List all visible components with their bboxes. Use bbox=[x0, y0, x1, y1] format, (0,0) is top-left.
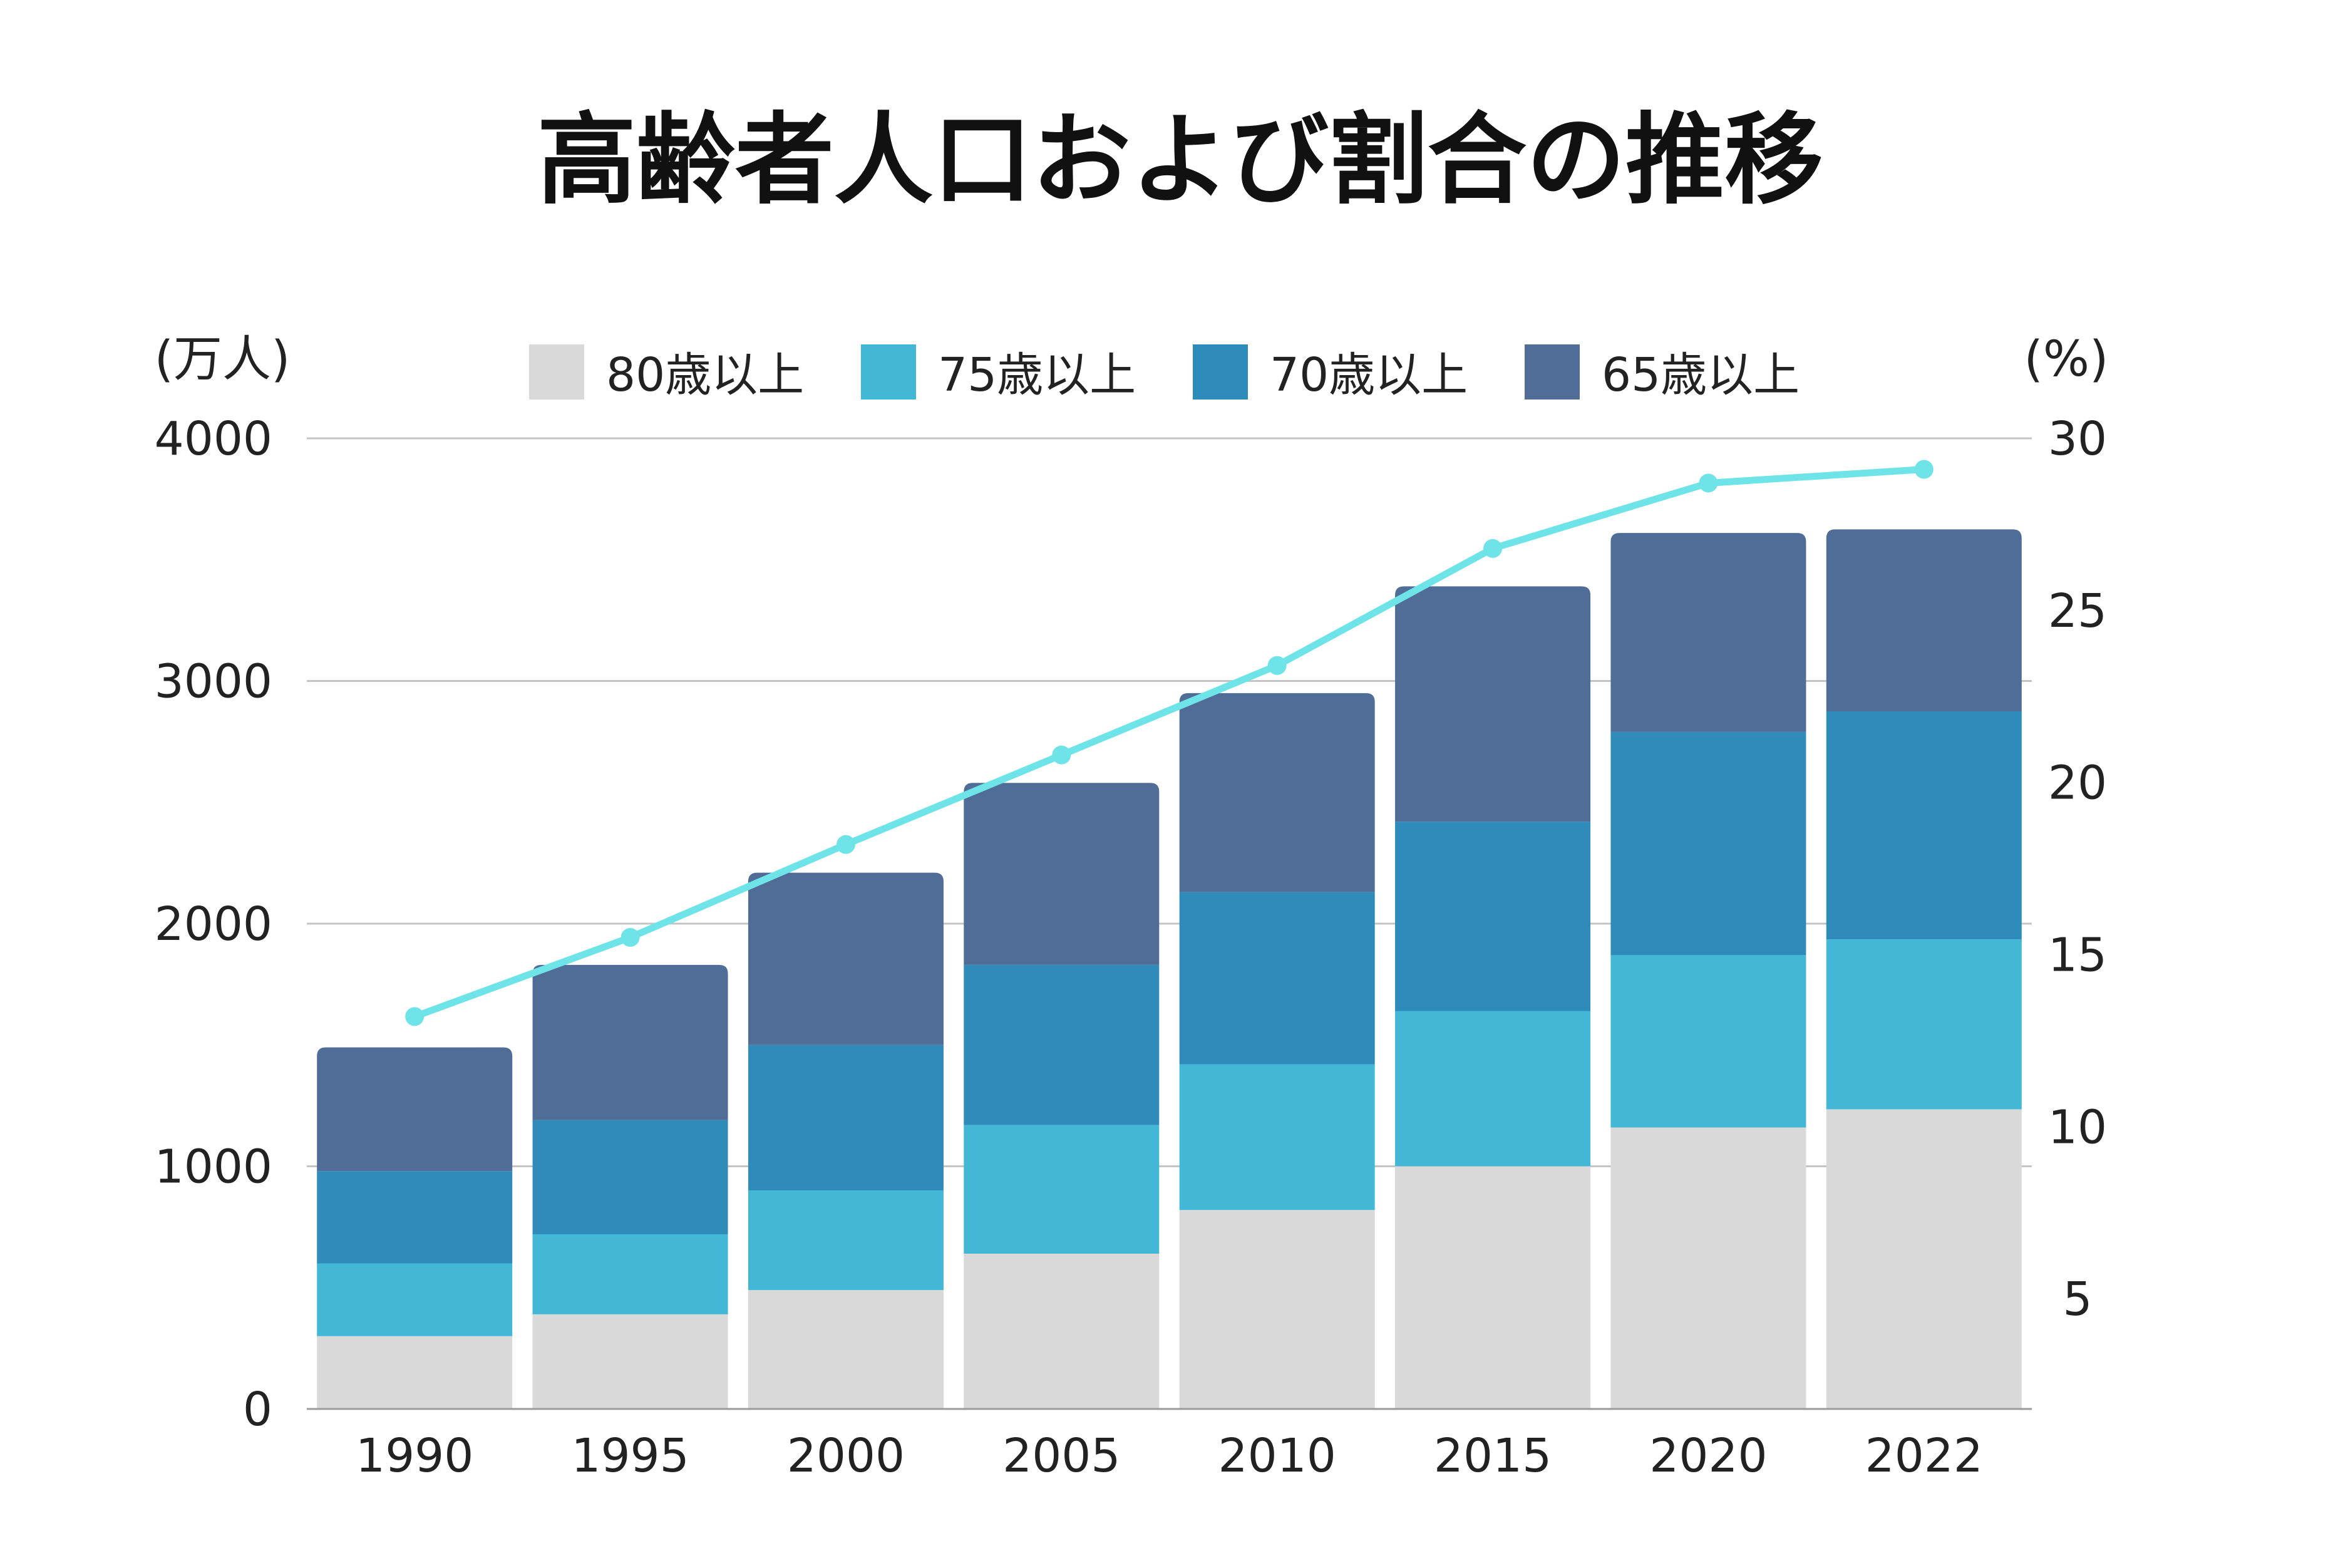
bar-segment bbox=[317, 1171, 513, 1264]
left-axis-tick-label: 4000 bbox=[155, 412, 272, 466]
legend: 80歳以上 75歳以上 70歳以上 65歳以上 bbox=[529, 344, 1800, 402]
legend-label: 75歳以上 bbox=[938, 348, 1136, 402]
x-axis-tick-label: 2005 bbox=[1002, 1429, 1120, 1483]
right-axis-tick-label: 20 bbox=[2048, 756, 2107, 810]
ratio-point bbox=[1914, 460, 1933, 479]
chart-title: 高齢者人口および割合の推移 bbox=[537, 103, 1823, 218]
right-axis-tick-label: 10 bbox=[2048, 1100, 2107, 1154]
bar-segment bbox=[1395, 1166, 1591, 1409]
axes: 0 1000 2000 3000 4000 5 10 15 20 25 30 1990 1995 2000… bbox=[155, 412, 2107, 1483]
bar-segment bbox=[1826, 711, 2022, 940]
bar-segment bbox=[1395, 1011, 1591, 1167]
bar-segment bbox=[1610, 955, 1806, 1128]
bar-segment bbox=[317, 1263, 513, 1336]
x-axis-tick-label: 2000 bbox=[787, 1429, 905, 1483]
ratio-point bbox=[1267, 656, 1287, 675]
bar-segment bbox=[1395, 586, 1591, 822]
x-axis-tick-label: 2010 bbox=[1218, 1429, 1336, 1483]
ratio-point bbox=[620, 927, 640, 947]
bar-segment bbox=[748, 1044, 944, 1191]
bar-segment bbox=[1179, 1064, 1375, 1210]
x-axis-tick-label: 1995 bbox=[571, 1429, 689, 1483]
bar-segment bbox=[1826, 1109, 2022, 1409]
right-axis-tick-label: 25 bbox=[2048, 584, 2107, 638]
bar-segment bbox=[532, 1120, 728, 1234]
bar-segment bbox=[748, 872, 944, 1045]
ratio-point bbox=[836, 835, 855, 854]
bar-segment bbox=[964, 783, 1160, 965]
left-axis-tick-label: 1000 bbox=[155, 1140, 272, 1194]
legend-swatch bbox=[861, 344, 916, 400]
left-axis-tick-label: 0 bbox=[243, 1383, 272, 1436]
x-axis-tick-label: 2020 bbox=[1649, 1429, 1767, 1483]
bar-segment bbox=[964, 1254, 1160, 1409]
right-axis-tick-label: 30 bbox=[2048, 412, 2107, 466]
legend-label: 80歳以上 bbox=[606, 348, 804, 402]
bar-segment bbox=[317, 1047, 513, 1172]
bar-segment bbox=[1826, 529, 2022, 711]
bar-segment bbox=[317, 1336, 513, 1409]
ratio-point bbox=[1052, 745, 1071, 765]
legend-swatch bbox=[1193, 344, 1248, 400]
bar-segment bbox=[748, 1190, 944, 1291]
legend-swatch bbox=[1525, 344, 1580, 400]
left-axis-tick-label: 2000 bbox=[155, 897, 272, 951]
bar-segment bbox=[964, 1125, 1160, 1254]
ratio-point bbox=[1483, 539, 1503, 558]
legend-label: 65歳以上 bbox=[1602, 348, 1800, 402]
bar-segment bbox=[532, 964, 728, 1120]
bars bbox=[317, 529, 2022, 1409]
bar-segment bbox=[1826, 939, 2022, 1110]
left-axis-unit-label: (万人) bbox=[155, 331, 291, 388]
ratio-line-path bbox=[411, 465, 1928, 1020]
right-axis-tick-label: 15 bbox=[2048, 928, 2107, 982]
bar-segment bbox=[1610, 731, 1806, 956]
bar-segment bbox=[532, 1314, 728, 1409]
ratio-line bbox=[405, 460, 1933, 1026]
right-axis-unit-label: (%) bbox=[2024, 331, 2109, 388]
bar-segment bbox=[1179, 693, 1375, 892]
x-axis-tick-label: 2015 bbox=[1434, 1429, 1552, 1483]
bar-segment bbox=[964, 964, 1160, 1125]
bar-segment bbox=[748, 1290, 944, 1409]
x-axis-tick-label: 1990 bbox=[356, 1429, 473, 1483]
right-axis-tick-label: 5 bbox=[2062, 1272, 2092, 1326]
bar-segment bbox=[1179, 1210, 1375, 1409]
bar-segment bbox=[532, 1234, 728, 1314]
bar-segment bbox=[1179, 892, 1375, 1065]
x-axis-tick-label: 2022 bbox=[1865, 1429, 1983, 1483]
ratio-point bbox=[405, 1007, 425, 1026]
bar-segment bbox=[1610, 533, 1806, 732]
bar-segment bbox=[1610, 1127, 1806, 1409]
bar-segment bbox=[1395, 822, 1591, 1011]
left-axis-tick-label: 3000 bbox=[155, 655, 272, 709]
legend-label: 70歳以上 bbox=[1270, 348, 1468, 402]
legend-swatch bbox=[529, 344, 584, 400]
ratio-point bbox=[1699, 473, 1718, 493]
